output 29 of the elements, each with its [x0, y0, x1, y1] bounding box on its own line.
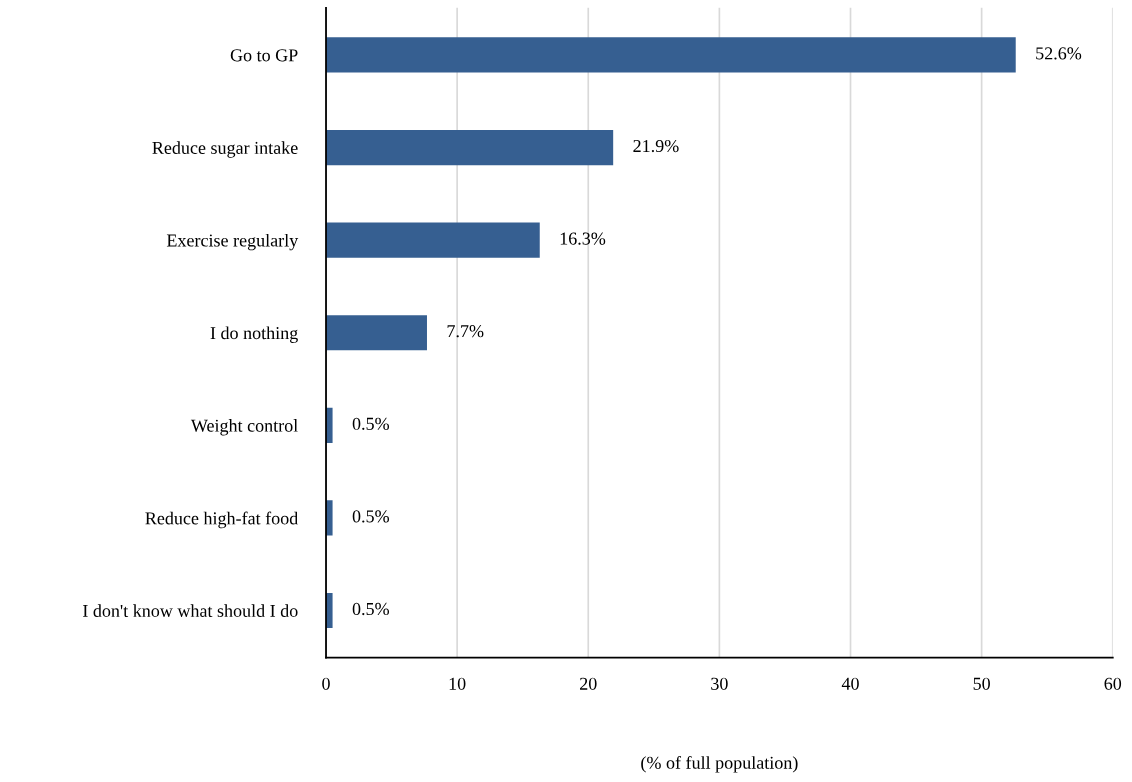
x-axis-title: (% of full population) [641, 755, 798, 773]
x-tick-label: 60 [1104, 677, 1122, 690]
bar [326, 592, 333, 629]
y-tick-label: Go to GP [230, 49, 298, 62]
bar [326, 407, 333, 443]
data-label: 0.5% [352, 602, 390, 616]
x-tick-label: 40 [841, 677, 859, 690]
bar [326, 129, 614, 166]
y-tick-label: Weight control [190, 419, 298, 436]
data-label: 0.5% [352, 417, 390, 430]
bar [326, 315, 427, 351]
x-tick-label: 30 [711, 677, 728, 690]
data-label: 21.9% [633, 139, 679, 153]
y-tick-label: I don't know what should I do [83, 604, 298, 617]
data-label: 0.5% [352, 510, 390, 523]
data-label: 52.6% [1036, 47, 1082, 60]
x-tick-label: 50 [973, 677, 990, 690]
x-tick-label: 10 [449, 677, 466, 690]
data-label: 16.3% [560, 232, 606, 245]
x-tick-label: 20 [580, 677, 597, 690]
x-tick-label: 0 [322, 677, 330, 690]
y-tick-label: Reduce sugar intake [152, 141, 298, 158]
bar [326, 37, 1016, 73]
y-tick-label: Reduce high-fat food [145, 511, 299, 529]
data-label: 7.7% [447, 325, 484, 338]
y-tick-label: Exercise regularly [166, 233, 299, 251]
y-tick-label: I do nothing [210, 326, 298, 343]
bar [326, 500, 333, 536]
bar [326, 222, 540, 258]
